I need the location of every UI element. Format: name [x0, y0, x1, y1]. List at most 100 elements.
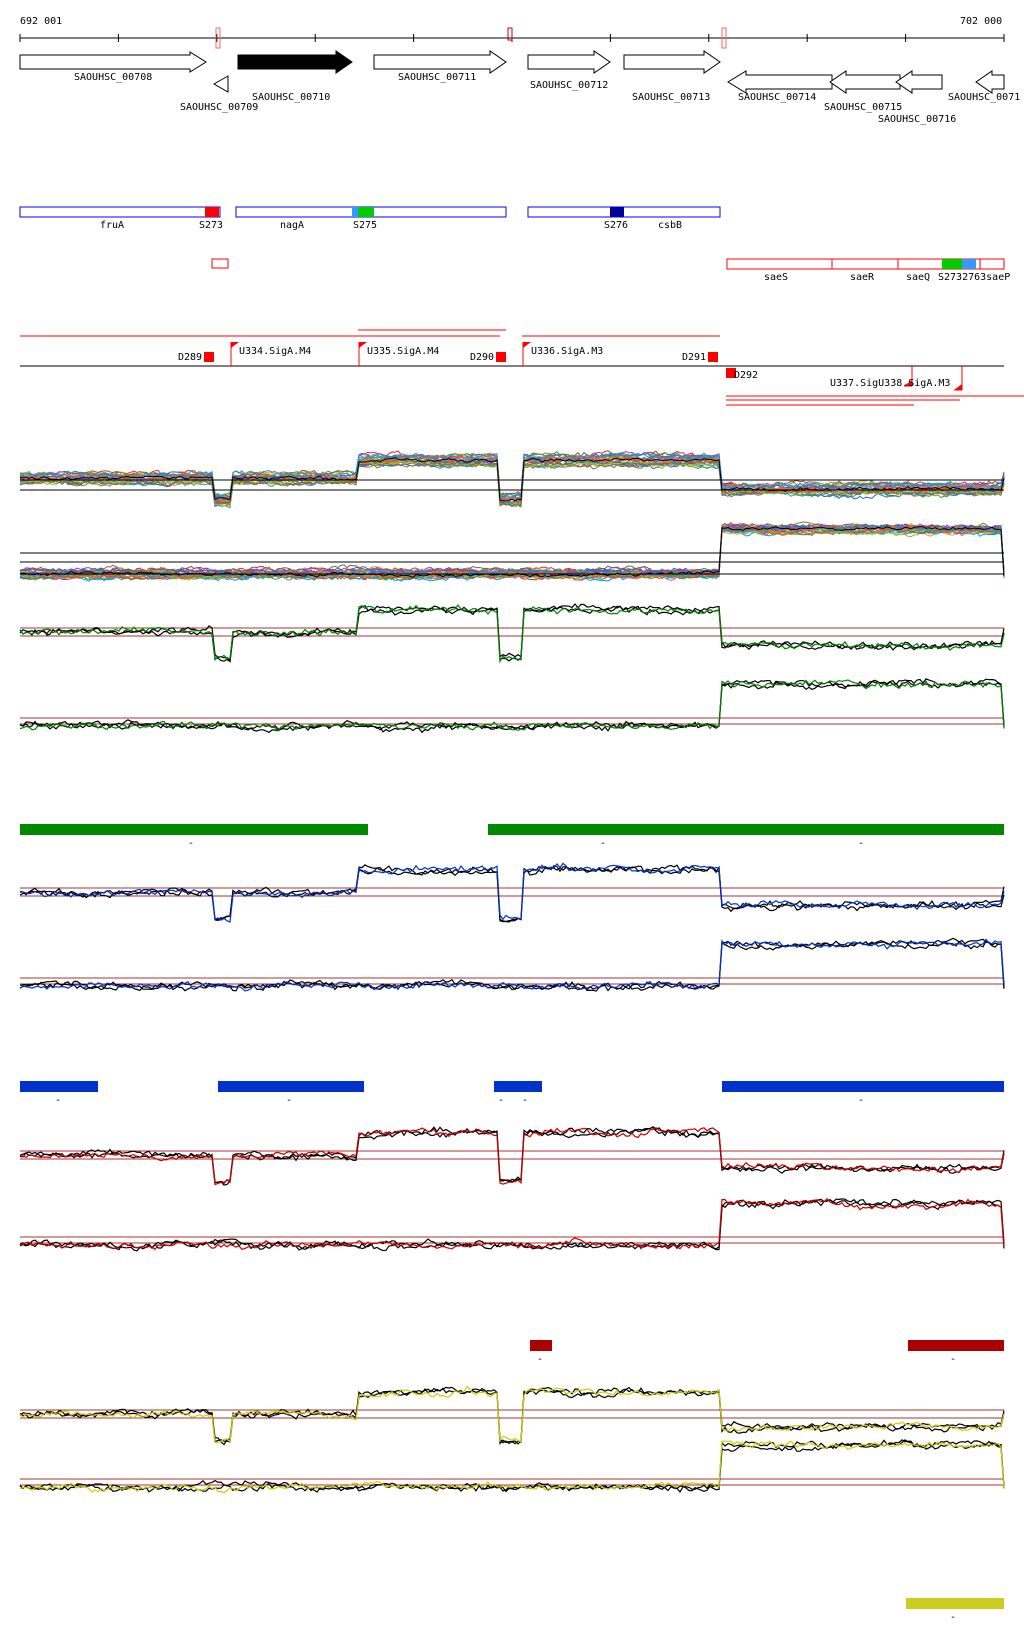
operon-label: saeQ: [906, 272, 930, 283]
coordinate-ruler: 692 001 702 000: [19, 16, 1005, 49]
ruler-start-label: 692 001: [20, 16, 62, 27]
operon-label: saeR: [850, 272, 875, 283]
condition-bar[interactable]: [20, 1081, 98, 1092]
bar-marker: -: [498, 1095, 504, 1106]
ruler-marker: [507, 27, 513, 41]
gene-arrow-icon[interactable]: [527, 50, 611, 74]
expression-line: [19, 460, 1005, 507]
gene-arrow-icon[interactable]: [975, 70, 1005, 94]
expression-line: [19, 604, 1005, 664]
expression-line: [19, 522, 1005, 575]
expression-line: [19, 940, 1005, 992]
bar-marker: -: [600, 838, 606, 849]
feature-track: D289 D290 D291 D292 U334.SigA.M4 U335.Si…: [20, 329, 1024, 406]
operon-label: csbB: [658, 220, 682, 231]
operon-box[interactable]: [19, 206, 221, 218]
expression-line: [19, 862, 1005, 923]
condition-bar[interactable]: [722, 1081, 1004, 1092]
segment-marker: [610, 207, 624, 217]
operon-track-blue: fruA S273 nagA S275 csbB S276: [19, 206, 721, 231]
promoter-label: U335.SigA.M4: [367, 346, 439, 357]
gene-label: SAOUHSC_00712: [530, 80, 608, 91]
promoter-flag-icon[interactable]: [231, 342, 239, 348]
promoter-flag-icon[interactable]: [904, 380, 912, 386]
gene-label: SAOUHSC_00714: [738, 92, 816, 103]
operon-box[interactable]: [211, 258, 229, 269]
segment-marker: [962, 259, 976, 269]
operon-label: fruA: [100, 220, 124, 231]
condition-bar[interactable]: [906, 1598, 1004, 1609]
expression-line: [19, 452, 1005, 500]
promoter-label: U337.SigU338.SigA.M3: [830, 378, 950, 389]
terminator-box-icon[interactable]: [496, 352, 506, 362]
expression-line: [19, 864, 1005, 923]
bar-marker: -: [950, 1354, 956, 1365]
gene-arrow-icon[interactable]: [237, 50, 353, 74]
gene-label: SAOUHSC_00711: [398, 72, 476, 83]
expression-line: [19, 1126, 1005, 1186]
promoter-label: U334.SigA.M4: [239, 346, 311, 357]
condition-bar[interactable]: [488, 824, 1004, 835]
terminator-box-icon[interactable]: [726, 368, 736, 378]
expression-line: [19, 679, 1005, 732]
bar-marker: -: [858, 1095, 864, 1106]
segment-label: S273: [199, 220, 223, 231]
operon-label: S2732763saeP: [938, 272, 1010, 283]
expression-line: [19, 460, 1005, 508]
gene-arrow-icon[interactable]: [373, 50, 507, 74]
terminator-label: D289: [178, 352, 202, 363]
promoter-flag-icon[interactable]: [523, 342, 531, 348]
expression-line: [19, 1197, 1005, 1251]
condition-bar[interactable]: [908, 1340, 1004, 1351]
ruler-end-label: 702 000: [960, 16, 1002, 27]
segment-marker: [352, 207, 358, 217]
expression-line: [19, 864, 1005, 923]
expression-line: [19, 1439, 1005, 1493]
bar-marker: -: [858, 838, 864, 849]
gene-track: SAOUHSC_00708 SAOUHSC_00709 SAOUHSC_0071…: [19, 50, 1020, 125]
gene-label: SAOUHSC_00708: [74, 72, 152, 83]
expression-line: [19, 1386, 1005, 1446]
expression-line: [19, 604, 1005, 663]
expression-line: [19, 459, 1005, 506]
gene-label: SAOUHSC_00716: [878, 114, 956, 125]
operon-label: nagA: [280, 220, 304, 231]
expression-line: [19, 1126, 1005, 1184]
terminator-label: D292: [734, 370, 758, 381]
bar-marker: -: [286, 1095, 292, 1106]
condition-bar[interactable]: [218, 1081, 364, 1092]
bar-marker: -: [522, 1095, 528, 1106]
condition-bar[interactable]: [530, 1340, 552, 1351]
bar-marker: -: [55, 1095, 61, 1106]
terminator-box-icon[interactable]: [204, 352, 214, 362]
operon-box[interactable]: [726, 258, 1005, 270]
gene-arrow-icon[interactable]: [19, 51, 207, 73]
gene-arrow-icon[interactable]: [829, 70, 901, 94]
expression-line: [19, 527, 1005, 582]
condition-bar[interactable]: [20, 824, 368, 835]
terminator-box-icon[interactable]: [708, 352, 718, 362]
gene-label: SAOUHSC_00709: [180, 102, 258, 113]
expression-line: [19, 457, 1005, 502]
segment-marker: [358, 207, 374, 217]
expression-line: [19, 521, 1005, 576]
segment-marker: [942, 259, 962, 269]
gene-arrow-icon[interactable]: [212, 75, 229, 93]
gene-arrow-icon[interactable]: [727, 70, 833, 94]
gene-arrow-icon[interactable]: [623, 50, 721, 74]
expression-line: [19, 678, 1005, 732]
ruler-marker: [721, 27, 727, 49]
promoter-flag-icon[interactable]: [954, 384, 962, 390]
condition-bar[interactable]: [494, 1081, 542, 1092]
ruler-marker: [215, 27, 221, 49]
bar-marker: -: [950, 1612, 956, 1623]
promoter-flag-icon[interactable]: [359, 342, 367, 348]
segment-marker: [205, 207, 219, 217]
operon-label: saeS: [764, 272, 788, 283]
gene-label: SAOUHSC_00713: [632, 92, 710, 103]
gene-arrow-icon[interactable]: [895, 70, 943, 94]
gene-label: SAOUHSC_00715: [824, 102, 902, 113]
ruler-ticks: [19, 34, 1005, 42]
operon-track-red: saeS saeR saeQ S2732763saeP: [211, 258, 1010, 283]
segment-label: S275: [353, 220, 377, 231]
